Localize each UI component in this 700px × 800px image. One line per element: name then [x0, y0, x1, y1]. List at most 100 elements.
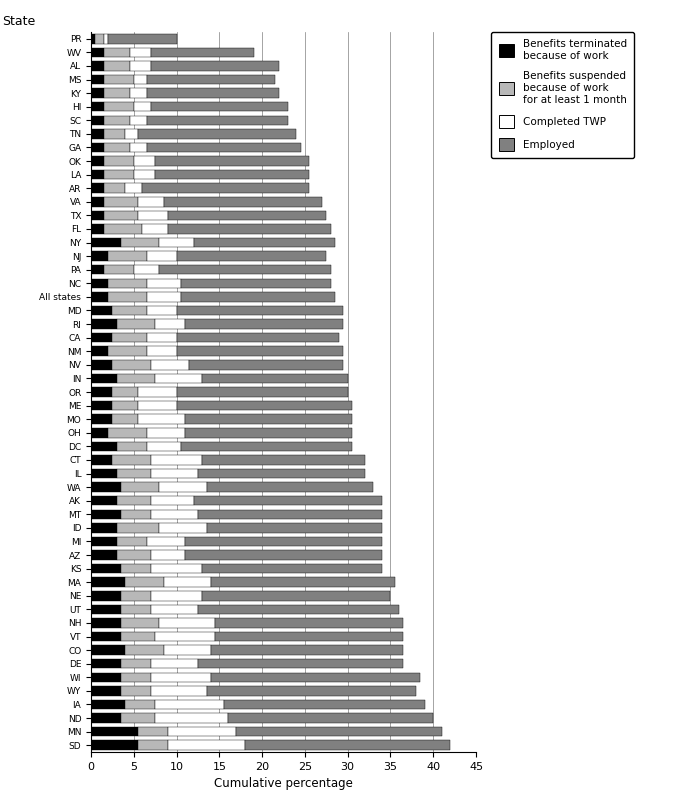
Bar: [151, 48, 253, 57]
Bar: [91, 156, 104, 166]
Bar: [104, 156, 134, 166]
Bar: [138, 387, 176, 397]
Bar: [198, 510, 382, 519]
Bar: [130, 48, 151, 57]
Bar: [151, 591, 202, 601]
Bar: [108, 34, 176, 43]
Bar: [91, 700, 125, 710]
Bar: [155, 714, 228, 722]
Bar: [176, 346, 344, 356]
Bar: [146, 537, 185, 546]
Bar: [113, 333, 146, 342]
Bar: [104, 129, 125, 138]
Bar: [176, 251, 326, 261]
Bar: [108, 251, 146, 261]
Bar: [91, 401, 113, 410]
Bar: [113, 306, 146, 315]
Bar: [91, 292, 108, 302]
Bar: [91, 646, 125, 655]
Bar: [91, 360, 113, 370]
Bar: [130, 88, 146, 98]
Bar: [121, 591, 151, 601]
Bar: [134, 156, 155, 166]
Bar: [202, 374, 348, 383]
Bar: [194, 238, 335, 247]
Bar: [104, 265, 134, 274]
Bar: [117, 537, 146, 546]
Bar: [91, 62, 104, 70]
Bar: [245, 741, 450, 750]
Bar: [121, 238, 160, 247]
Bar: [91, 74, 104, 84]
Bar: [206, 523, 382, 533]
Bar: [91, 183, 104, 193]
Bar: [91, 578, 125, 587]
Bar: [121, 714, 155, 722]
Bar: [117, 523, 160, 533]
Bar: [142, 183, 309, 193]
Bar: [160, 238, 194, 247]
Bar: [181, 292, 335, 302]
Bar: [91, 278, 108, 288]
Bar: [117, 442, 146, 451]
Bar: [202, 455, 365, 465]
Bar: [151, 102, 288, 111]
Bar: [91, 319, 117, 329]
Bar: [146, 442, 181, 451]
Bar: [91, 455, 113, 465]
Bar: [146, 306, 176, 315]
Bar: [134, 102, 151, 111]
Bar: [121, 618, 160, 628]
Bar: [138, 727, 168, 736]
Bar: [125, 700, 155, 710]
Bar: [104, 102, 134, 111]
Bar: [194, 496, 382, 506]
Bar: [146, 428, 185, 438]
Bar: [91, 428, 108, 438]
Bar: [146, 333, 176, 342]
Bar: [91, 727, 138, 736]
Bar: [198, 469, 365, 478]
Bar: [146, 74, 275, 84]
Bar: [138, 210, 168, 220]
Bar: [91, 170, 104, 179]
Bar: [113, 414, 138, 424]
Bar: [130, 62, 151, 70]
Bar: [121, 564, 151, 574]
Bar: [91, 632, 121, 642]
Bar: [151, 62, 279, 70]
Bar: [91, 34, 95, 43]
Bar: [121, 482, 160, 492]
Bar: [185, 414, 352, 424]
Bar: [91, 251, 108, 261]
Bar: [151, 686, 206, 696]
Bar: [91, 714, 121, 722]
Bar: [181, 442, 352, 451]
Bar: [146, 346, 176, 356]
Bar: [151, 455, 202, 465]
Bar: [151, 550, 185, 560]
Bar: [91, 129, 104, 138]
Bar: [185, 428, 352, 438]
Bar: [91, 48, 104, 57]
Bar: [91, 142, 104, 152]
Bar: [146, 88, 279, 98]
Bar: [108, 346, 146, 356]
Bar: [176, 401, 352, 410]
Bar: [155, 319, 185, 329]
Bar: [160, 482, 206, 492]
Bar: [125, 129, 138, 138]
Bar: [91, 333, 113, 342]
Bar: [164, 646, 211, 655]
Bar: [91, 673, 121, 682]
Bar: [113, 401, 138, 410]
Bar: [91, 115, 104, 125]
Bar: [91, 224, 104, 234]
Bar: [160, 523, 206, 533]
Bar: [151, 673, 211, 682]
Bar: [160, 265, 330, 274]
Bar: [117, 469, 151, 478]
Bar: [91, 537, 117, 546]
Bar: [104, 34, 108, 43]
Bar: [91, 306, 113, 315]
